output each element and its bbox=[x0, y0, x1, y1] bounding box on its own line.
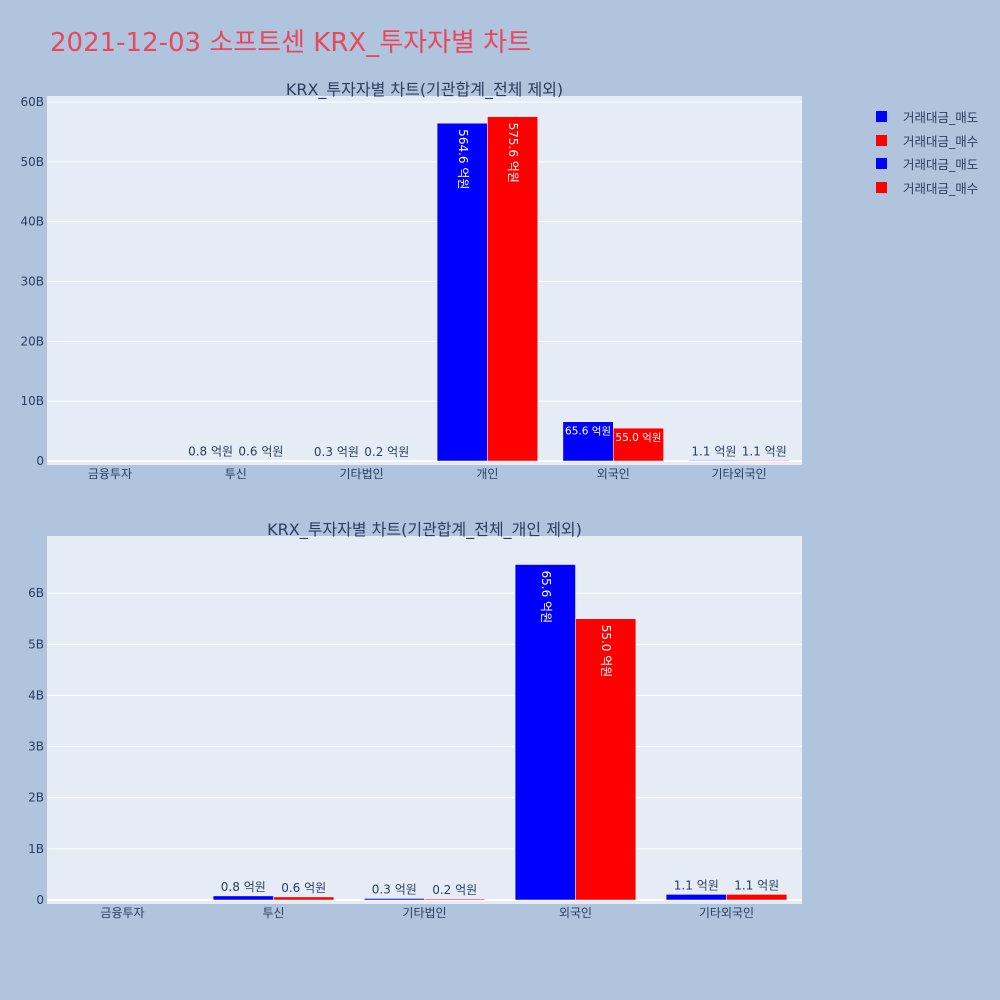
bar bbox=[738, 460, 790, 462]
bar bbox=[665, 894, 727, 901]
y-tick-label: 1B bbox=[28, 842, 44, 856]
data-label: 65.6 억원 bbox=[539, 571, 553, 624]
page-title: 2021-12-03 소프트센 KRX_투자자별 차트 bbox=[50, 28, 532, 58]
x-tick-label: 외국인 bbox=[597, 467, 630, 481]
chart-title: KRX_투자자별 차트(기관합계_전체 제외) bbox=[286, 80, 563, 100]
bar bbox=[424, 898, 486, 901]
y-tick-label: 5B bbox=[28, 637, 44, 651]
bar bbox=[562, 421, 614, 462]
y-tick-label: 0 bbox=[36, 454, 44, 468]
legend-swatch-sell bbox=[876, 158, 887, 170]
data-label: 1.1 억원 bbox=[734, 878, 779, 892]
data-label: 575.6 억원 bbox=[506, 123, 520, 183]
data-label: 1.1 억원 bbox=[742, 444, 787, 458]
legend-item[interactable]: 거래대금_매도 bbox=[876, 105, 978, 129]
legend-label: 거래대금_매수 bbox=[903, 133, 979, 149]
data-label: 65.6 억원 bbox=[565, 426, 611, 438]
legend-label: 거래대금_매도 bbox=[903, 157, 979, 173]
x-tick-label: 금융투자 bbox=[88, 467, 132, 481]
legend-label: 거래대금_매수 bbox=[903, 180, 979, 196]
data-label: 0.6 억원 bbox=[238, 445, 283, 459]
data-label: 55.0 억원 bbox=[615, 432, 661, 444]
bar bbox=[487, 116, 538, 462]
data-label: 0.2 억원 bbox=[432, 883, 477, 897]
data-label: 0.6 억원 bbox=[281, 881, 326, 895]
x-tick-label: 투신 bbox=[225, 467, 247, 481]
legend: 거래대금_매도 거래대금_매수 거래대금_매도 거래대금_매수 bbox=[876, 105, 978, 199]
y-tick-label: 4B bbox=[28, 688, 44, 702]
y-tick-label: 10B bbox=[20, 394, 44, 408]
bar bbox=[688, 460, 740, 462]
x-tick-label: 기타법인 bbox=[339, 467, 383, 481]
x-tick-label: 기타법인 bbox=[402, 906, 446, 920]
data-label: 55.0 억원 bbox=[599, 625, 613, 678]
x-tick-label: 개인 bbox=[476, 467, 498, 481]
y-tick-label: 50B bbox=[20, 155, 44, 169]
bar bbox=[436, 122, 488, 462]
data-label: 564.6 억원 bbox=[456, 129, 470, 189]
legend-item[interactable]: 거래대금_매수 bbox=[876, 176, 978, 200]
data-label: 0.3 억원 bbox=[314, 445, 359, 459]
bar bbox=[726, 894, 788, 901]
x-tick-label: 기타외국인 bbox=[711, 467, 766, 481]
chart-title: KRX_투자자별 차트(기관합계_전체_개인 제외) bbox=[267, 520, 582, 540]
legend-label: 거래대금_매도 bbox=[903, 110, 979, 126]
y-tick-label: 30B bbox=[20, 275, 44, 289]
x-tick-label: 기타외국인 bbox=[699, 906, 754, 920]
plot-area bbox=[47, 536, 802, 904]
y-tick-label: 2B bbox=[28, 791, 44, 805]
bar bbox=[613, 427, 664, 462]
bar bbox=[363, 898, 425, 901]
y-tick-label: 40B bbox=[20, 215, 44, 229]
legend-swatch-buy bbox=[876, 134, 887, 146]
x-tick-label: 투신 bbox=[262, 906, 284, 920]
data-label: 1.1 억원 bbox=[674, 878, 719, 892]
y-tick-label: 20B bbox=[20, 334, 44, 348]
legend-swatch-buy bbox=[876, 181, 887, 193]
x-tick-label: 외국인 bbox=[559, 906, 592, 920]
y-tick-label: 3B bbox=[28, 740, 44, 754]
y-tick-label: 60B bbox=[20, 95, 44, 109]
x-tick-label: 금융투자 bbox=[100, 906, 144, 920]
y-tick-label: 0 bbox=[36, 893, 44, 907]
y-tick-label: 6B bbox=[28, 586, 44, 600]
data-label: 0.8 억원 bbox=[221, 880, 266, 894]
legend-item[interactable]: 거래대금_매수 bbox=[876, 129, 978, 153]
bar bbox=[575, 618, 637, 901]
legend-item[interactable]: 거래대금_매도 bbox=[876, 152, 978, 176]
data-label: 0.8 억원 bbox=[188, 445, 233, 459]
bar bbox=[514, 564, 576, 901]
bar bbox=[212, 895, 274, 901]
data-label: 0.2 억원 bbox=[364, 445, 409, 459]
plot-area bbox=[47, 96, 802, 465]
data-label: 1.1 억원 bbox=[691, 444, 736, 458]
bar bbox=[273, 896, 335, 901]
data-label: 0.3 억원 bbox=[372, 882, 417, 896]
legend-swatch-sell bbox=[876, 111, 887, 123]
